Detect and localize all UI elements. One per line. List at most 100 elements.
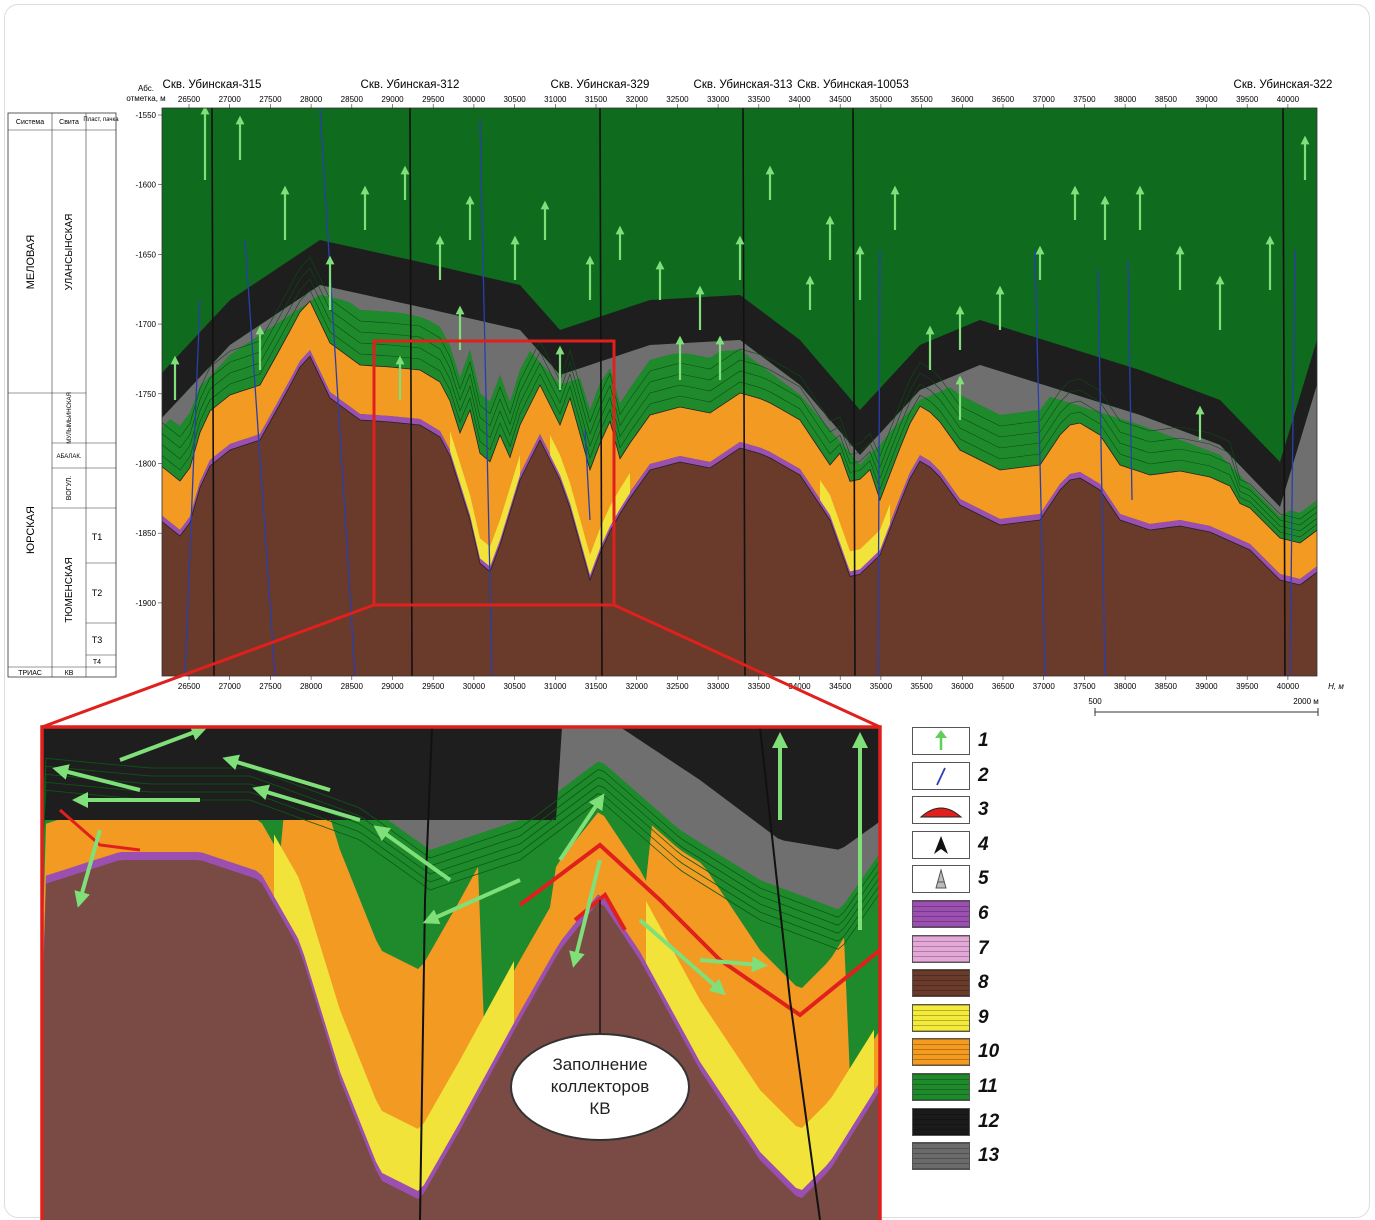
green-internal-line (162, 256, 1317, 520)
x-tick-label-top: 32500 (666, 95, 689, 104)
x-tick-label-bottom: 35000 (870, 682, 893, 691)
callout-ellipse: Заполнение коллекторов КВ (510, 1033, 690, 1141)
x-tick-label-top: 27000 (219, 95, 242, 104)
zoom-green-line (42, 757, 880, 918)
x-tick-label-bottom: 39000 (1195, 682, 1218, 691)
zoom-yellow-layer (646, 901, 874, 1190)
zoom-region-box (372, 339, 616, 607)
legend-item: 11 (912, 1073, 1022, 1103)
plast-t4: T4 (93, 659, 101, 666)
zoom-basement (42, 860, 880, 1220)
depth-axis-subtitle: отметка, м (126, 94, 165, 103)
legend-item: 13 (912, 1142, 1022, 1172)
svita-ulansynskaya: УЛАНСЫНСКАЯ (64, 214, 75, 291)
legend-number: 13 (978, 1145, 1000, 1167)
x-tick-label-top: 34500 (829, 95, 852, 104)
green-arrow-icon (912, 727, 970, 755)
x-tick-label-top: 33000 (707, 95, 730, 104)
x-tick-label-top: 36500 (992, 95, 1015, 104)
well-label: Скв. Убинская-312 (361, 79, 460, 91)
zoom-black-layer (42, 727, 880, 850)
blue-line (319, 108, 356, 676)
legend-item: 1 (912, 727, 1022, 757)
x-tick-label-bottom: 39500 (1236, 682, 1259, 691)
x-tick-label-top: 29000 (381, 95, 404, 104)
x-tick-label-bottom: 38500 (1155, 682, 1178, 691)
x-tick-label-top: 28500 (341, 95, 364, 104)
legend-item: 2 (912, 761, 1022, 792)
y-axis: -1550 -1600 -1650 -1700 -1750 -1800 -1850 -1900 (136, 111, 162, 608)
red-dome-icon (912, 796, 970, 825)
callout-text: Заполнение коллекторов КВ (550, 1055, 650, 1118)
legend-number: 11 (978, 1076, 998, 1097)
y-tick-label: -1600 (136, 181, 157, 190)
zoom-green-arrow (422, 878, 521, 925)
x-tick-label-top: 33500 (748, 95, 771, 104)
x-tick-label-top: 30500 (503, 95, 526, 104)
layer-yellow-sand (820, 480, 890, 572)
zoom-green-arrow (74, 829, 102, 908)
zoom-green-arrow (119, 727, 208, 762)
zoom-green-arrow (699, 956, 768, 973)
well-trajectory (742, 108, 746, 676)
well-label: Скв. Убинская-329 (551, 79, 650, 91)
legend-swatch (912, 900, 970, 928)
depth-axis-header: Абс. отметка, м (126, 84, 165, 103)
legend-swatch (912, 1038, 970, 1067)
system-triassic: ТРИАС (18, 670, 42, 677)
legend-item: 4 (912, 830, 1022, 861)
layer-orange-sandstone (162, 301, 1317, 579)
basement-top-line (162, 355, 1317, 586)
plast-t2: T2 (92, 588, 103, 598)
x-tick-label-bottom: 32000 (626, 682, 649, 691)
x-tick-label-bottom: 26500 (178, 682, 201, 691)
well-label: Скв. Убинская-322 (1234, 79, 1333, 91)
legend-number: 8 (978, 972, 989, 994)
blue-line (184, 299, 201, 676)
legend-number: 1 (978, 730, 989, 751)
y-tick-label: -1700 (136, 320, 157, 329)
x-tick-label-bottom: 34000 (788, 682, 811, 691)
legend-number: 5 (978, 868, 989, 890)
scale-start: 500 (1088, 697, 1102, 706)
zoom-green-line (42, 781, 880, 942)
legend-number: 7 (978, 937, 989, 959)
blue-line (877, 249, 881, 676)
x-axis-bottom: 26500 27000 27500 28000 28500 29000 29500 30000… (178, 676, 1344, 691)
x-tick-label-top: 36000 (951, 95, 974, 104)
well-trajectory (599, 108, 603, 676)
legend-item: 3 (912, 796, 1022, 826)
x-tick-label-top: 39000 (1195, 95, 1218, 104)
zoom-green-arrow (638, 918, 727, 996)
plast-t1: T1 (92, 532, 103, 542)
zoom-green-layer (42, 750, 880, 1078)
zoom-green-line (42, 773, 880, 934)
blue-line (1127, 259, 1133, 501)
x-tick-label-bottom: 38000 (1114, 682, 1137, 691)
legend-item: 6 (912, 900, 1022, 930)
well-trajectory (211, 108, 215, 676)
zoom-green-arrow (558, 793, 605, 862)
x-tick-label-bottom: 27000 (219, 682, 242, 691)
well-derrick-icon (912, 865, 970, 894)
zoom-green-arrow (569, 859, 602, 968)
blue-line-icon (912, 761, 970, 790)
legend-swatch (912, 969, 970, 998)
well-label: Скв. Убинская-10053 (797, 79, 909, 91)
x-tick-label-top: 38000 (1114, 95, 1137, 104)
blue-line (1097, 269, 1106, 676)
x-tick-label-bottom: 30500 (503, 682, 526, 691)
system-cretaceous: МЕЛОВАЯ (25, 235, 37, 290)
y-tick-label: -1550 (136, 111, 157, 120)
legend-swatch (912, 1003, 970, 1032)
y-tick-label: -1900 (136, 599, 157, 608)
x-tick-label-top: 34000 (788, 95, 811, 104)
legend-number: 3 (978, 799, 989, 821)
x-tick-label-top: 37000 (1033, 95, 1056, 104)
blue-line (1034, 249, 1046, 676)
layer-ulansynskaya-green (162, 108, 1317, 462)
zoom-red-dome (573, 891, 627, 931)
legend-item: 8 (912, 969, 1022, 999)
x-tick-label-bottom: 28000 (300, 682, 323, 691)
